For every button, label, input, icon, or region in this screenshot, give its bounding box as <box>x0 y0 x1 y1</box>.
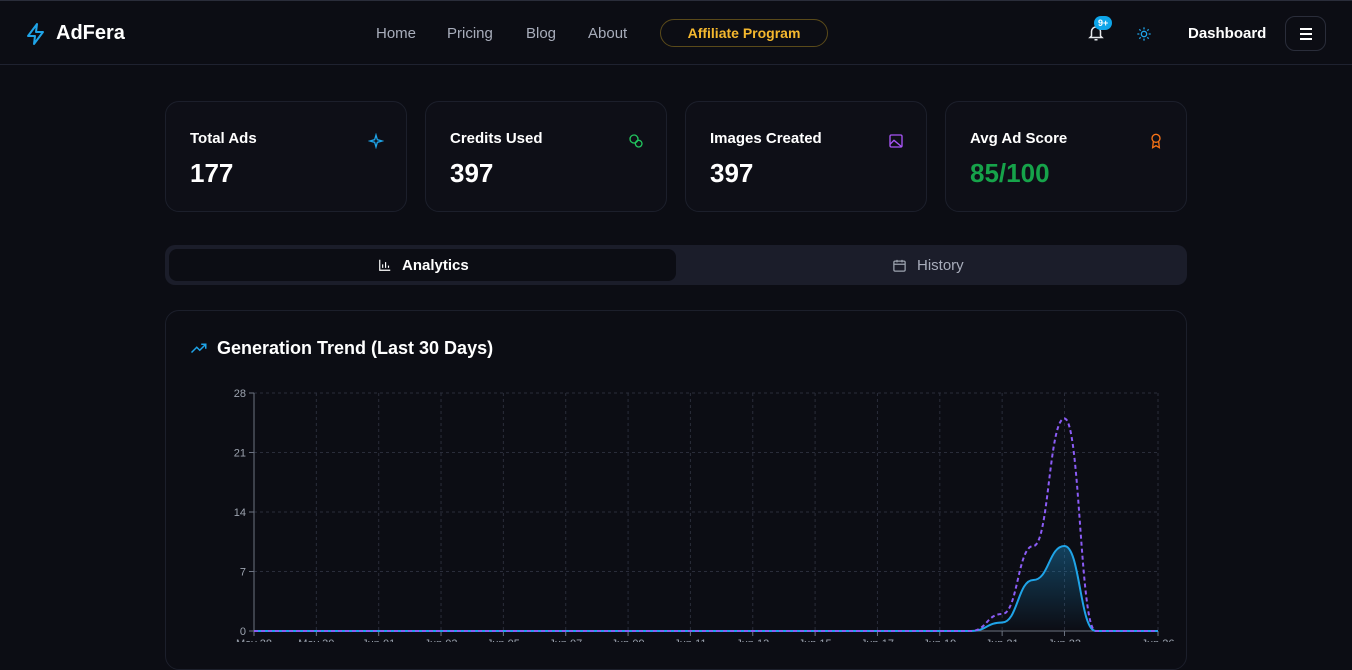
y-tick-label: 21 <box>234 448 246 460</box>
y-tick-label: 0 <box>240 626 246 638</box>
affiliate-label: Affiliate Program <box>687 25 801 41</box>
x-tick-label: Jun 21 <box>986 638 1019 642</box>
x-tick-label: Jun 26 <box>1141 638 1174 642</box>
nav-link[interactable]: Blog <box>526 25 557 42</box>
series-area <box>254 546 1158 631</box>
stat-card: Avg Ad Score 85/100 <box>945 101 1187 212</box>
series-line <box>253 417 1158 633</box>
tab-active[interactable] <box>169 249 676 281</box>
x-tick-label: Jun 15 <box>799 638 832 642</box>
stat-value: 397 <box>450 158 494 188</box>
x-tick-label: Jun 07 <box>549 638 582 642</box>
x-tick-label: May 28 <box>236 638 272 642</box>
stat-label: Images Created <box>710 130 822 147</box>
logo-icon <box>27 23 44 45</box>
x-tick-label: May 30 <box>298 638 334 642</box>
nav-link[interactable]: Home <box>376 25 417 42</box>
y-tick-label: 7 <box>240 567 246 579</box>
stat-icon <box>889 134 903 148</box>
analytics-icon <box>379 259 391 271</box>
tab-label[interactable]: Analytics <box>402 257 469 274</box>
theme-toggle[interactable] <box>1136 26 1152 42</box>
stat-label: Credits Used <box>450 130 543 147</box>
x-tick-label: Jun 01 <box>362 638 395 642</box>
x-tick-label: Jun 03 <box>425 638 458 642</box>
stat-icon <box>629 134 643 148</box>
x-tick-label: Jun 17 <box>861 638 894 642</box>
nav-link[interactable]: Pricing <box>447 25 493 42</box>
stat-value: 177 <box>190 158 234 188</box>
menu-button[interactable] <box>1285 16 1326 51</box>
menu-icon <box>1300 28 1312 40</box>
trend-icon <box>190 343 207 354</box>
notification-badge: 9+ <box>1094 16 1113 30</box>
x-tick-label: Jun 11 <box>674 638 706 642</box>
affiliate-button[interactable]: Affiliate Program <box>660 19 828 47</box>
history-icon <box>893 259 906 272</box>
chart-title: Generation Trend (Last 30 Days) <box>217 338 494 358</box>
x-tick-label: Jun 05 <box>487 638 520 642</box>
stat-label: Total Ads <box>190 130 257 147</box>
x-tick-label: Jun 13 <box>736 638 769 642</box>
stat-card: Credits Used 397 <box>425 101 667 212</box>
x-tick-label: Jun 09 <box>612 638 645 642</box>
x-tick-label: Jun 23 <box>1048 638 1081 642</box>
chart: 0 7 14 21 28 May 28 May 30 Jun 01 Jun 03 Jun 05 Ju… <box>234 388 1175 642</box>
tab-label[interactable]: History <box>917 257 964 274</box>
dashboard-link[interactable]: Dashboard <box>1188 25 1267 42</box>
header: AdFera Home Pricing Blog About Affiliate… <box>0 0 1352 65</box>
stat-icon <box>1151 133 1161 149</box>
stat-value: 85/100 <box>970 158 1050 188</box>
stat-icon <box>368 133 384 149</box>
stat-value: 397 <box>710 158 754 188</box>
x-tick-label: Jun 19 <box>923 638 956 642</box>
y-tick-label: 14 <box>234 507 246 519</box>
brand[interactable]: AdFera <box>56 22 125 44</box>
y-tick-label: 28 <box>234 388 246 400</box>
stat-card: Total Ads 177 <box>165 101 407 212</box>
stat-card: Images Created 397 <box>685 101 927 212</box>
nav-link[interactable]: About <box>588 25 628 42</box>
stat-label: Avg Ad Score <box>970 130 1068 147</box>
